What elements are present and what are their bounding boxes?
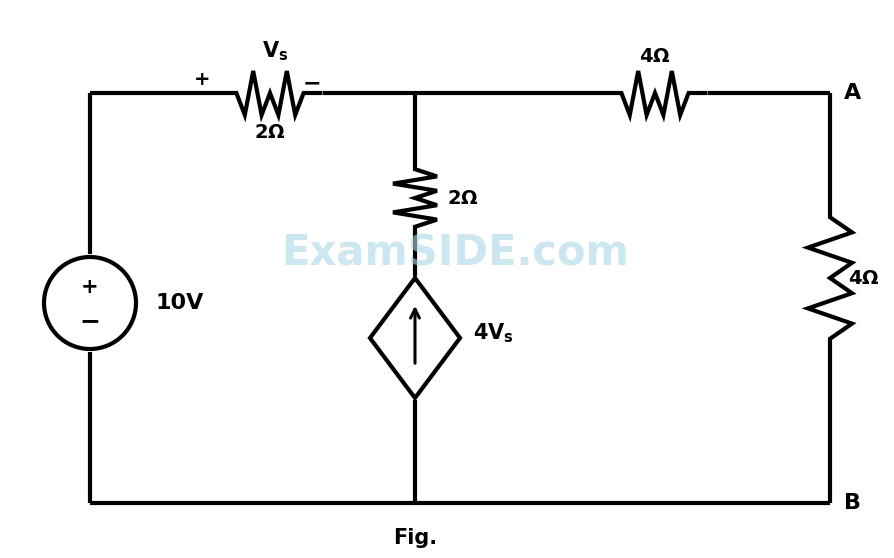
Text: $\mathbf{2\Omega}$: $\mathbf{2\Omega}$ bbox=[254, 123, 285, 142]
Text: B: B bbox=[843, 493, 860, 513]
Text: A: A bbox=[843, 83, 860, 103]
Text: ExamSIDE.com: ExamSIDE.com bbox=[281, 232, 628, 274]
Text: −: − bbox=[80, 309, 100, 333]
Text: +: + bbox=[193, 70, 210, 89]
Text: $\mathbf{2\Omega}$: $\mathbf{2\Omega}$ bbox=[446, 189, 478, 208]
Text: −: − bbox=[302, 73, 321, 93]
Text: $\mathbf{4\Omega}$: $\mathbf{4\Omega}$ bbox=[847, 268, 879, 287]
Text: $\mathbf{4V_s}$: $\mathbf{4V_s}$ bbox=[472, 321, 513, 345]
Text: 10V: 10V bbox=[155, 293, 203, 313]
Text: $\mathbf{V_s}$: $\mathbf{V_s}$ bbox=[262, 40, 288, 63]
Text: $\mathbf{4\Omega}$: $\mathbf{4\Omega}$ bbox=[638, 47, 670, 66]
Text: +: + bbox=[81, 277, 98, 297]
Text: Fig.: Fig. bbox=[392, 528, 436, 548]
